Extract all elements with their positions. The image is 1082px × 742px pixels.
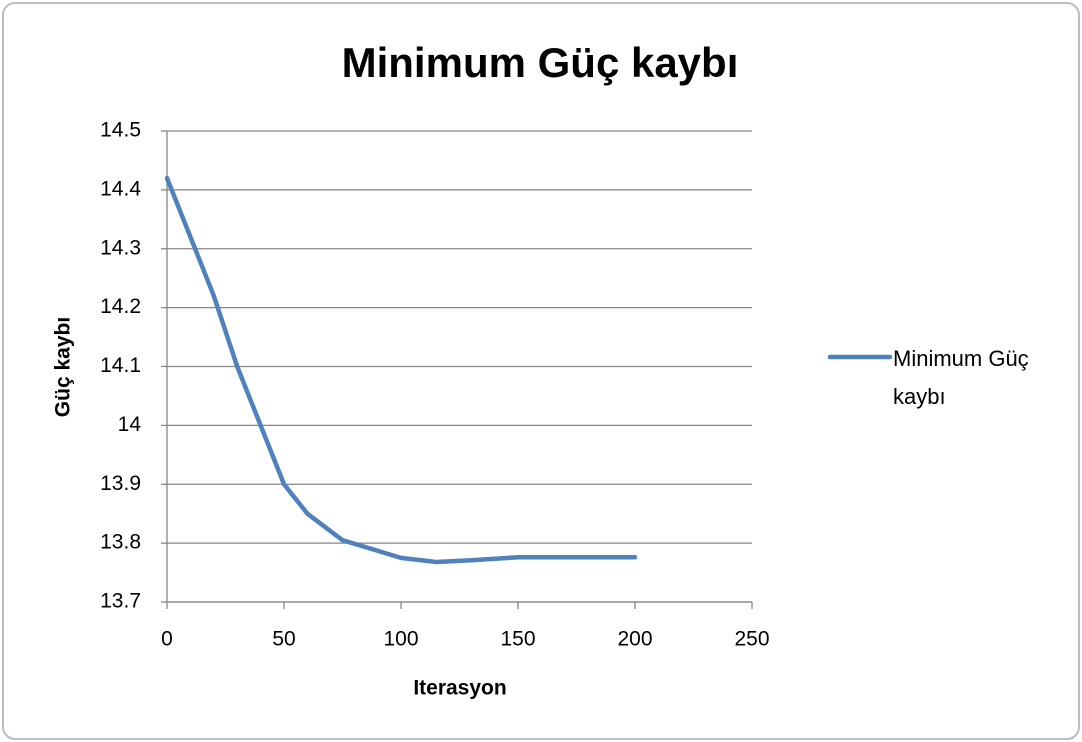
legend-label: Minimum Güç kaybı [893, 346, 1029, 409]
y-tick-label: 14.5 [100, 119, 141, 142]
x-tick-label: 150 [500, 628, 535, 651]
x-tick-label: 100 [383, 628, 418, 651]
y-axis-label: Güç kaybı [52, 317, 75, 417]
x-axis-label: Iterasyon [413, 677, 506, 700]
y-tick-label: 14.2 [100, 295, 141, 318]
y-tick-label: 13.9 [100, 472, 141, 495]
y-tick-label: 14.3 [100, 236, 141, 259]
chart-title: Minimum Güç kaybı [342, 39, 739, 86]
data-line [164, 175, 638, 565]
y-tick-label: 14.4 [100, 177, 141, 200]
y-tick-label: 13.8 [100, 531, 141, 554]
y-tick-label: 14.1 [100, 354, 141, 377]
x-tick-label: 50 [272, 628, 295, 651]
x-tick-label: 250 [734, 628, 769, 651]
x-tick-label: 200 [617, 628, 652, 651]
x-tick-label: 0 [161, 628, 173, 651]
y-tick-label: 13.7 [100, 590, 141, 613]
y-tick-label: 14 [118, 413, 142, 436]
